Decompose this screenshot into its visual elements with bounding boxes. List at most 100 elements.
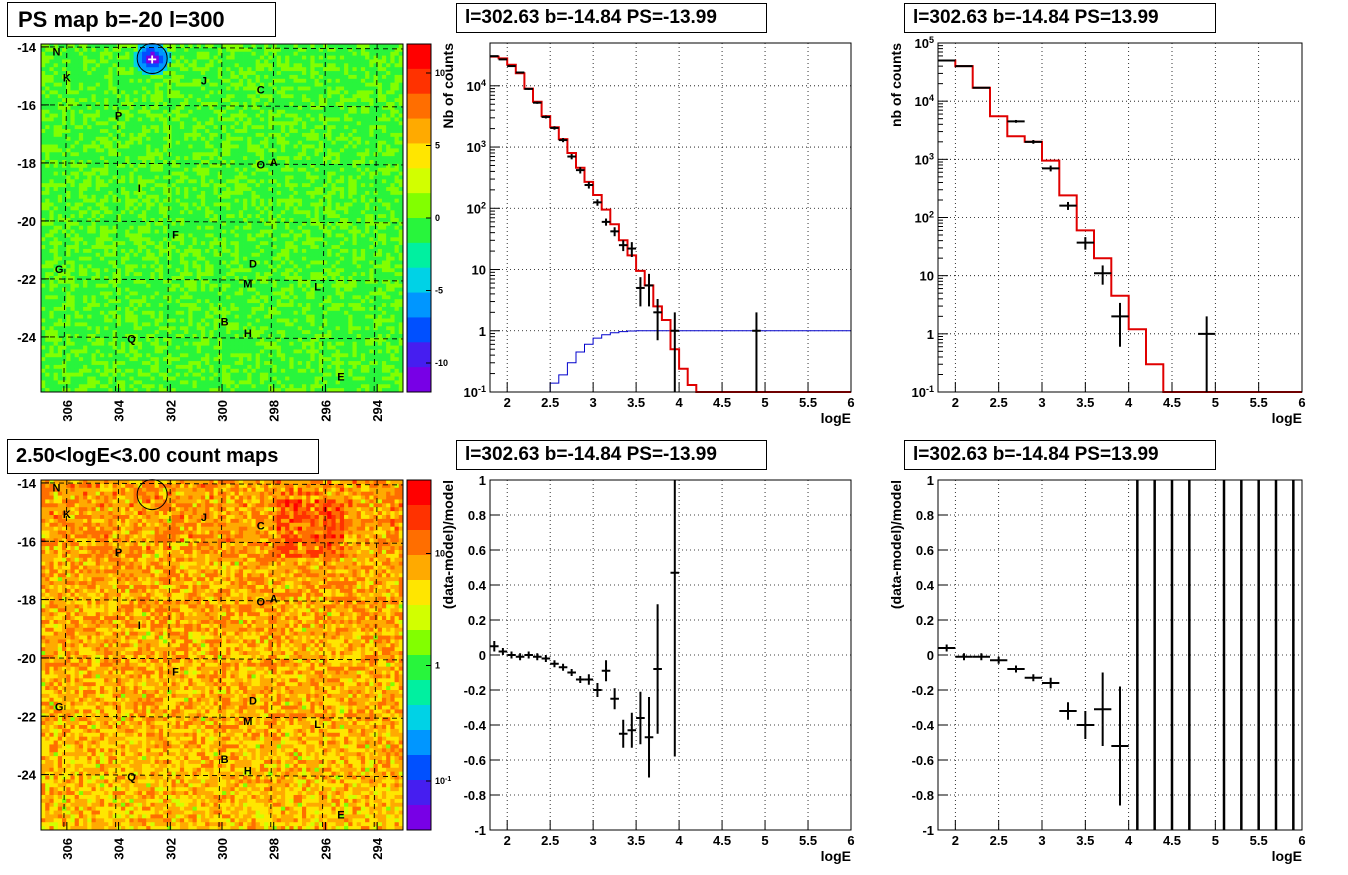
heatmap-cell (133, 268, 139, 273)
heatmap-cell (175, 140, 181, 145)
heatmap-cell (133, 237, 139, 242)
heatmap-cell (137, 140, 143, 145)
heatmap-cell (200, 349, 206, 354)
heatmap-cell (230, 295, 236, 300)
heatmap-cell (272, 67, 278, 72)
heatmap-cell (41, 295, 46, 300)
heatmap-cell (230, 194, 236, 200)
heatmap-cell (74, 129, 80, 134)
heatmap-cell (133, 306, 139, 312)
heatmap-cell (205, 214, 210, 219)
heatmap-cell (255, 129, 261, 134)
heatmap-cell (226, 314, 231, 319)
heatmap-cell (192, 148, 198, 153)
heatmap-cell (259, 202, 265, 207)
heatmap-cell (205, 55, 210, 60)
heatmap-cell (142, 245, 147, 250)
heatmap-cell (251, 252, 257, 258)
heatmap-cell (87, 310, 92, 316)
heatmap-cell (53, 179, 59, 184)
heatmap-cell (259, 160, 265, 165)
heatmap-cell (49, 345, 55, 350)
heatmap-cell (230, 303, 236, 308)
heatmap-cell (116, 221, 122, 227)
heatmap-cell (53, 330, 59, 335)
heatmap-cell (251, 361, 257, 366)
heatmap-cell (57, 55, 63, 60)
heatmap-cell (238, 105, 244, 111)
heatmap-cell (243, 206, 248, 211)
heatmap-cell (243, 132, 248, 138)
heatmap-cell (163, 364, 168, 370)
heatmap-cell (184, 109, 189, 114)
heatmap-cell (116, 160, 122, 165)
heatmap-cell (238, 67, 244, 72)
heatmap-cell (184, 190, 189, 196)
heatmap-cell (66, 318, 71, 323)
heatmap-cell (200, 384, 206, 389)
heatmap-cell (129, 117, 135, 122)
heatmap-cell (200, 345, 206, 350)
heatmap-cell (213, 268, 219, 273)
heatmap-cell (95, 345, 101, 350)
heatmap-cell (272, 163, 278, 169)
heatmap-cell (175, 121, 181, 126)
heatmap-cell (57, 349, 63, 354)
heatmap-cell (137, 86, 143, 91)
heatmap-cell (200, 291, 206, 296)
heatmap-cell (70, 129, 76, 134)
heatmap-cell (200, 237, 206, 242)
heatmap-cell (188, 47, 193, 53)
heatmap-cell (158, 59, 164, 64)
heatmap-cell (163, 295, 168, 300)
heatmap-cell (171, 148, 177, 153)
heatmap-cell (175, 78, 181, 84)
heatmap-cell (116, 337, 122, 343)
heatmap-cell (116, 109, 122, 114)
heatmap-cell (99, 167, 105, 172)
heatmap-cell (78, 198, 84, 203)
heatmap-cell (251, 353, 257, 358)
heatmap-cell (251, 129, 257, 134)
heatmap-cell (238, 330, 244, 335)
heatmap-cell (99, 132, 105, 138)
heatmap-cell (217, 121, 223, 126)
heatmap-cell (49, 256, 55, 261)
heatmap-cell (272, 202, 278, 207)
heatmap-cell (247, 364, 252, 370)
heatmap-cell (112, 117, 118, 122)
heatmap-cell (95, 67, 101, 72)
heatmap-cell (154, 90, 160, 95)
heatmap-cell (196, 225, 202, 230)
heatmap-cell (142, 156, 147, 161)
heatmap-cell (243, 163, 248, 169)
heatmap-cell (142, 136, 147, 142)
heatmap-cell (91, 187, 97, 192)
heatmap-cell (167, 256, 172, 261)
heatmap-cell (53, 310, 59, 316)
heatmap-cell (238, 125, 244, 130)
heatmap-cell (184, 388, 189, 393)
heatmap-cell (175, 51, 181, 56)
heatmap-cell (264, 322, 269, 327)
heatmap-cell (192, 102, 198, 107)
heatmap-cell (171, 78, 177, 84)
heatmap-cell (247, 187, 252, 192)
heatmap-cell (99, 51, 105, 56)
heatmap-cell (116, 179, 122, 184)
heatmap-cell (213, 295, 219, 300)
heatmap-cell (255, 152, 261, 157)
heatmap-cell (264, 272, 269, 277)
heatmap-cell (205, 183, 210, 188)
heatmap-cell (217, 337, 223, 343)
heatmap-cell (234, 67, 240, 72)
heatmap-cell (57, 287, 63, 292)
heatmap-cell (87, 202, 92, 207)
heatmap-cell (205, 98, 210, 103)
heatmap-cell (247, 291, 252, 296)
heatmap-cell (205, 334, 210, 339)
heatmap-cell (116, 291, 122, 296)
heatmap-cell (213, 229, 219, 234)
heatmap-cell (129, 322, 135, 327)
heatmap-cell (53, 225, 59, 230)
